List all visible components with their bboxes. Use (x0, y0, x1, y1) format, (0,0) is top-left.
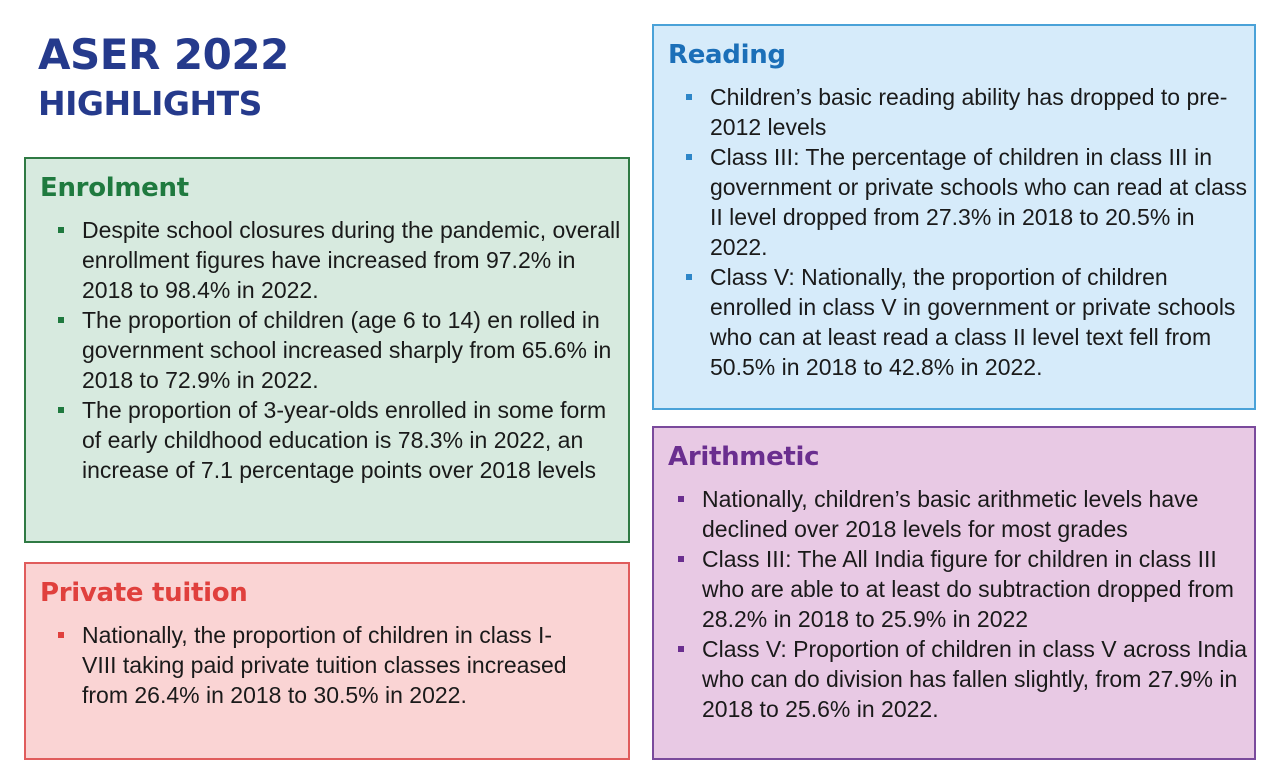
bullet-icon (686, 274, 692, 280)
bullet-icon (58, 227, 64, 233)
item-text: The proportion of children (age 6 to 14)… (82, 307, 612, 393)
arithmetic-panel: Arithmetic Nationally, children’s basic … (652, 426, 1256, 760)
item-text: Class V: Proportion of children in class… (702, 636, 1248, 722)
title-line-1: ASER 2022 (38, 30, 289, 79)
list-item: Class III: The All India figure for chil… (668, 544, 1262, 634)
list-item: Class V: Proportion of children in class… (668, 634, 1262, 724)
bullet-icon (678, 496, 684, 502)
arithmetic-list: Nationally, children’s basic arithmetic … (668, 484, 1247, 724)
item-text: Nationally, children’s basic arithmetic … (702, 486, 1199, 542)
list-item: Children’s basic reading ability has dro… (668, 82, 1250, 142)
bullet-icon (58, 407, 64, 413)
list-item: Class III: The percentage of children in… (668, 142, 1250, 262)
enrolment-panel: Enrolment Despite school closures during… (24, 157, 630, 543)
bullet-icon (58, 317, 64, 323)
list-item: The proportion of children (age 6 to 14)… (40, 305, 622, 395)
page-title: ASER 2022 HIGHLIGHTS (38, 28, 289, 126)
list-item: Nationally, children’s basic arithmetic … (668, 484, 1262, 544)
arithmetic-heading: Arithmetic (668, 442, 820, 472)
bullet-icon (58, 632, 64, 638)
private-tuition-list: Nationally, the proportion of children i… (40, 620, 612, 710)
reading-heading: Reading (668, 40, 786, 70)
list-item: Class V: Nationally, the proportion of c… (668, 262, 1250, 382)
list-item: The proportion of 3-year-olds enrolled i… (40, 395, 622, 485)
bullet-icon (686, 94, 692, 100)
item-text: The proportion of 3-year-olds enrolled i… (82, 397, 607, 483)
item-text: Nationally, the proportion of children i… (82, 622, 567, 708)
enrolment-list: Despite school closures during the pande… (40, 215, 620, 485)
item-text: Class III: The percentage of children in… (710, 144, 1247, 260)
item-text: Class V: Nationally, the proportion of c… (710, 264, 1236, 380)
list-item: Nationally, the proportion of children i… (40, 620, 572, 710)
bullet-icon (686, 154, 692, 160)
bullet-icon (678, 646, 684, 652)
item-text: Children’s basic reading ability has dro… (710, 84, 1228, 140)
enrolment-heading: Enrolment (40, 173, 189, 203)
item-text: Despite school closures during the pande… (82, 217, 621, 303)
bullet-icon (678, 556, 684, 562)
item-text: Class III: The All India figure for chil… (702, 546, 1234, 632)
list-item: Despite school closures during the pande… (40, 215, 622, 305)
reading-panel: Reading Children’s basic reading ability… (652, 24, 1256, 410)
private-tuition-heading: Private tuition (40, 578, 248, 608)
reading-list: Children’s basic reading ability has dro… (668, 82, 1247, 382)
title-line-2: HIGHLIGHTS (38, 84, 262, 123)
private-tuition-panel: Private tuition Nationally, the proporti… (24, 562, 630, 760)
